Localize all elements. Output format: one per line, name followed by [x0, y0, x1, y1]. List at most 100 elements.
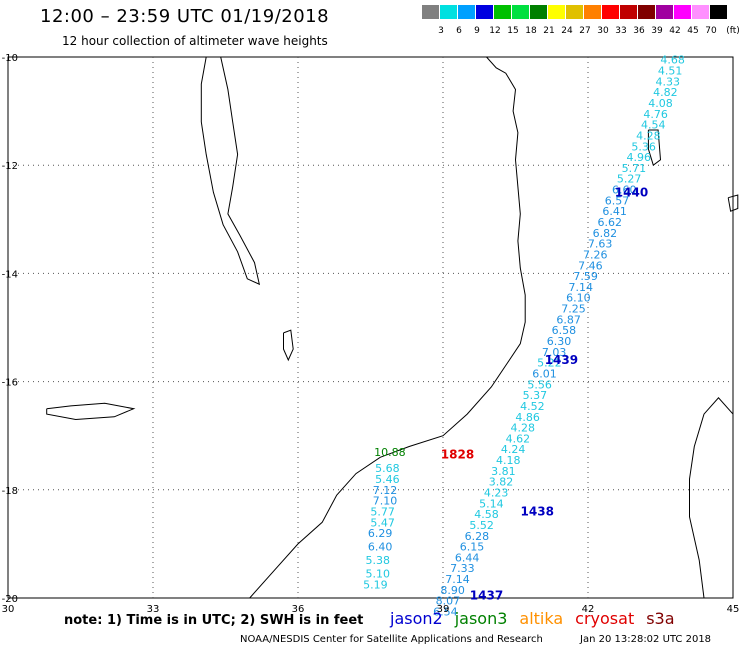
legend-swatch	[566, 5, 583, 19]
mozambique-coastline	[249, 56, 526, 599]
legend-swatch	[584, 5, 601, 19]
legend-swatch	[620, 5, 637, 19]
lake-kariba-outline	[46, 402, 136, 421]
pass-time-label: 1438	[521, 504, 554, 518]
wave-height-label: 4.82	[653, 86, 678, 99]
wave-height-label: 6.01	[532, 367, 557, 380]
wave-height-label: 10.88	[374, 446, 406, 459]
wave-height-label: 7.10	[373, 495, 398, 508]
legend-label: 18	[525, 26, 537, 36]
legend-swatch	[692, 5, 709, 19]
wave-height-label: 5.56	[527, 378, 552, 391]
lake-malawi-outline	[200, 56, 261, 286]
wave-height-label: 5.10	[366, 568, 391, 581]
wave-height-label: 4.18	[496, 454, 521, 467]
legend-label: 70	[705, 26, 717, 36]
satellite-legend: jason2 jason3 altika cryosat s3a	[390, 609, 687, 628]
legend-swatch	[530, 5, 547, 19]
wave-height-label: 6.10	[566, 292, 591, 305]
wave-height-label: 4.54	[641, 119, 666, 132]
wave-height-label: 5.36	[631, 140, 656, 153]
legend-swatch	[656, 5, 673, 19]
legend-label: 45	[687, 26, 699, 36]
legend-swatch	[710, 5, 727, 19]
legend-swatch	[476, 5, 493, 19]
wave-height-label: 7.59	[573, 270, 598, 283]
wave-height-label: 7.12	[373, 484, 398, 497]
credit-line: NOAA/NESDIS Center for Satellite Applica…	[240, 634, 543, 645]
legend-label: 12	[489, 26, 501, 36]
satellite-name: s3a	[646, 609, 675, 628]
wave-height-label: 7.14	[569, 281, 594, 294]
legend-label: 27	[579, 26, 591, 36]
mayotte-island-outline	[727, 194, 739, 212]
latitude-tick-label: -16	[2, 378, 18, 389]
wave-height-label: 4.08	[648, 97, 673, 110]
latitude-tick-label: -12	[2, 161, 18, 172]
wave-height-label: 4.96	[627, 151, 652, 164]
wave-height-label: 3.81	[491, 465, 516, 478]
legend-label: 39	[651, 26, 663, 36]
wave-height-label: 5.19	[363, 578, 388, 591]
satellite-name: altika	[519, 609, 564, 628]
wave-height-label: 6.44	[455, 551, 480, 564]
wave-height-label: 7.33	[450, 562, 475, 575]
wave-height-label: 5.38	[366, 554, 391, 567]
wave-height-label: 4.52	[520, 400, 545, 413]
legend-swatch	[674, 5, 691, 19]
wave-height-label: 5.77	[370, 505, 395, 518]
map-frame	[7, 56, 734, 599]
legend-label: 3	[438, 26, 444, 36]
legend-swatch	[458, 5, 475, 19]
wave-height-label: 5.46	[375, 473, 400, 486]
pass-time-label: 1828	[441, 448, 474, 462]
wave-height-label: 4.58	[474, 508, 499, 521]
wave-height-label: 4.28	[511, 422, 536, 435]
legend-label: 24	[561, 26, 573, 36]
legend-swatch	[440, 5, 457, 19]
footer-note: note: 1) Time is in UTC; 2) SWH is in fe…	[64, 613, 364, 628]
wave-height-label: 6.28	[465, 530, 490, 543]
wave-height-label: 6.62	[598, 216, 623, 229]
legend-label: 9	[474, 26, 480, 36]
madagascar-coastline	[689, 397, 734, 599]
wave-height-label: 4.51	[658, 65, 683, 78]
latitude-tick-label: -10	[2, 53, 18, 64]
wave-height-label: 7.14	[445, 573, 470, 586]
longitude-tick-label: 42	[582, 604, 595, 615]
legend-label: 21	[543, 26, 555, 36]
satellite-name: jason3	[454, 609, 508, 628]
wave-height-label: 5.52	[469, 519, 494, 532]
lake-chilwa-outline	[283, 329, 294, 362]
wave-height-label: 4.76	[643, 108, 668, 121]
wave-height-label: 7.03	[542, 346, 567, 359]
wave-height-label: 4.24	[501, 443, 526, 456]
wave-height-label: 5.68	[375, 462, 400, 475]
longitude-tick-label: 30	[2, 604, 15, 615]
wave-height-label: 4.23	[484, 487, 509, 500]
legend-label: 15	[507, 26, 519, 36]
wave-height-label: 8.07	[436, 595, 461, 608]
latitude-tick-label: -18	[2, 486, 18, 497]
legend-label: 6	[456, 26, 462, 36]
wave-height-label: 5.71	[622, 162, 647, 175]
wave-height-label: 4.86	[515, 411, 540, 424]
page-title: 12:00 – 23:59 UTC 01/19/2018	[40, 6, 330, 27]
legend-swatch	[422, 5, 439, 19]
wave-height-label: 6.41	[602, 205, 627, 218]
wave-height-label: 4.68	[660, 54, 685, 67]
legend-label: 33	[615, 26, 627, 36]
page-subtitle: 12 hour collection of altimeter wave hei…	[62, 34, 328, 48]
wave-height-legend: 3 6 9 12 15 18 21 24 27 30 33 36 39 42 45 70 (ft)	[422, 5, 740, 36]
wave-height-label: 6.87	[556, 313, 581, 326]
wave-height-label: 5.47	[370, 516, 395, 529]
wave-height-label: 5.22	[537, 357, 562, 370]
wave-height-label: 7.63	[588, 238, 613, 251]
wave-height-label: 4.28	[636, 129, 661, 142]
legend-label: 42	[669, 26, 681, 36]
legend-label: 36	[633, 26, 645, 36]
latitude-tick-label: -14	[2, 269, 18, 280]
wave-height-label: 5.14	[479, 497, 504, 510]
